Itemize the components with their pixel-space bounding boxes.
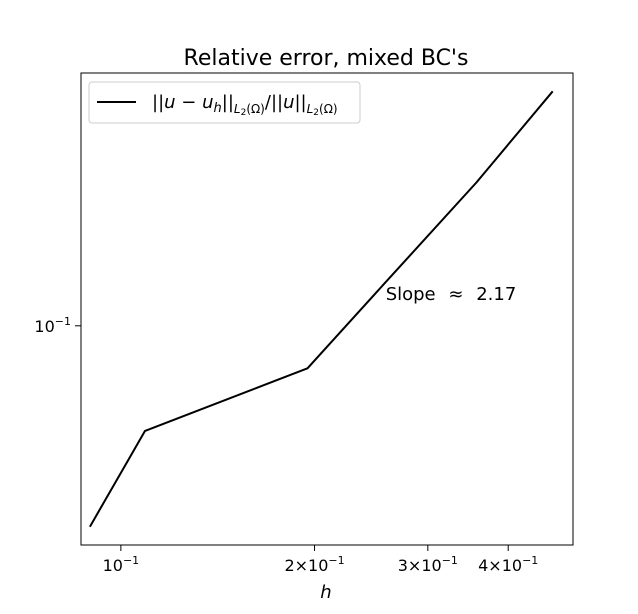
x-tick-label: 4×10−1 — [478, 554, 538, 575]
slope-approx-symbol: ≈ — [448, 284, 463, 305]
y-tick-label: 10−1 — [34, 315, 71, 336]
legend-box — [88, 81, 361, 124]
x-tick-label: 3×10−1 — [398, 554, 458, 575]
x-tick-label: 10−1 — [103, 554, 140, 575]
legend-entry: ||u − uh||L2(Ω)/||u||L2(Ω) — [152, 92, 338, 118]
series-line — [89, 90, 554, 528]
slope-annotation: Slope ≈ 2.17 — [386, 284, 517, 305]
slope-value: 2.17 — [476, 284, 516, 305]
plot-area — [80, 72, 574, 546]
legend: ||u − uh||L2(Ω)/||u||L2(Ω) — [88, 81, 361, 124]
y-axis: 10−1 — [34, 315, 81, 336]
x-tick-label: 2×10−1 — [284, 554, 344, 575]
x-axis: 10−1 2×10−1 3×10−1 4×10−1 — [103, 545, 538, 575]
plot-frame — [80, 72, 574, 546]
series-group — [89, 90, 554, 528]
chart-title: Relative error, mixed BC's — [184, 46, 469, 71]
slope-label: Slope — [386, 284, 436, 305]
x-axis-label: h — [320, 582, 331, 603]
